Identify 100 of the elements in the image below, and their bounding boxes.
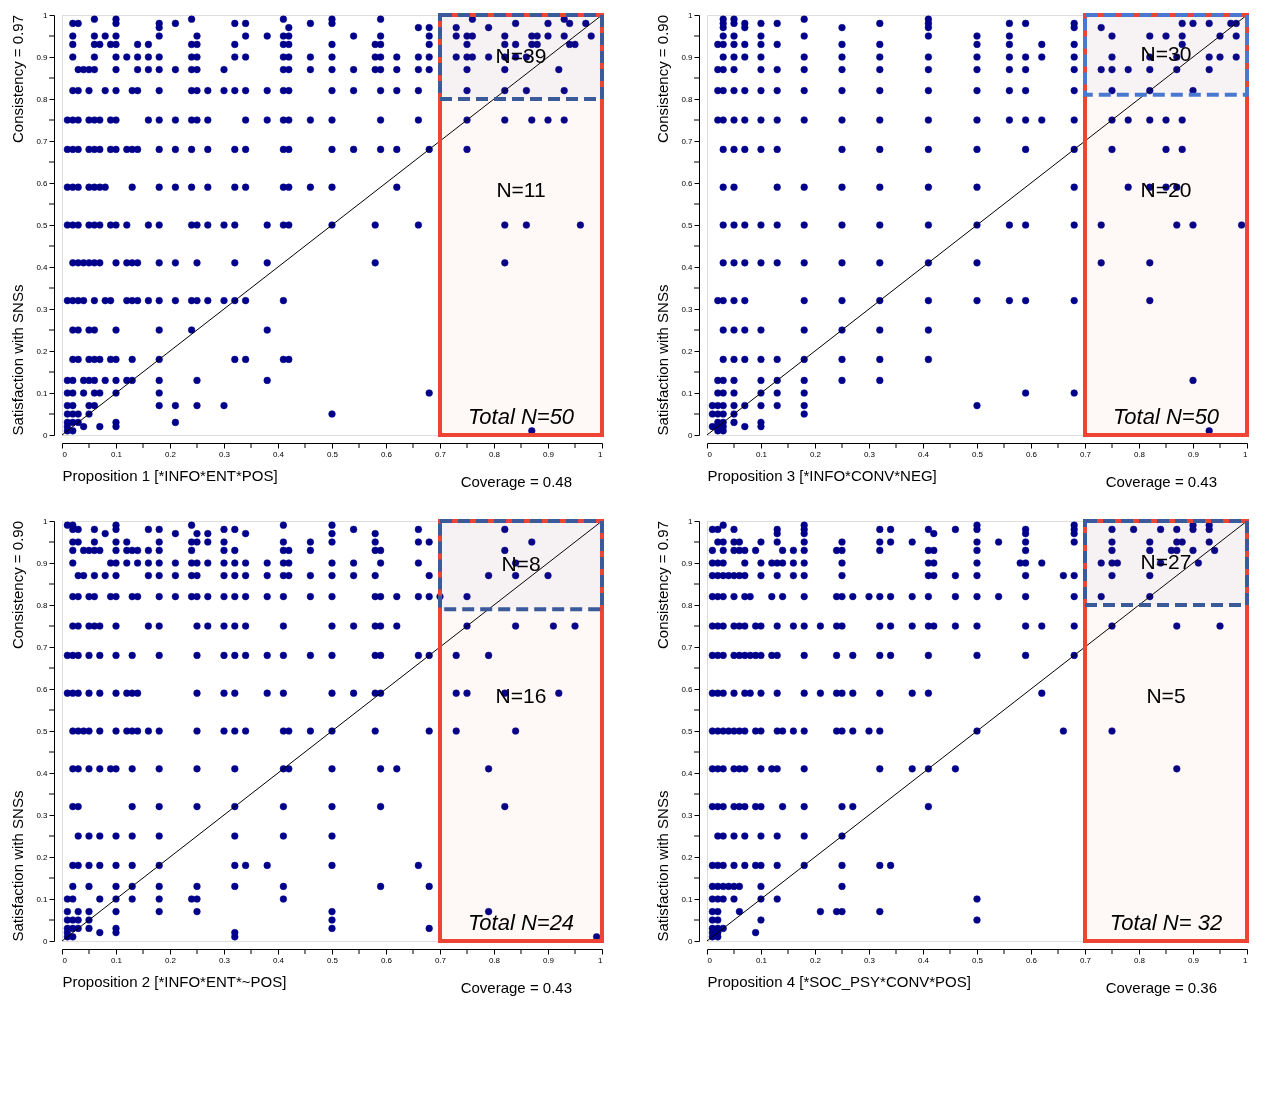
- y-tick-label: 0.2: [36, 852, 49, 862]
- x-tick-label: 0.4: [917, 955, 930, 965]
- y-tick-label: 0: [688, 430, 694, 440]
- x-tick-label: 0.7: [434, 955, 447, 965]
- x-tick-label: 1: [598, 449, 604, 459]
- y-tick-label: 0.6: [36, 684, 49, 694]
- y-tick-label: 0.4: [36, 262, 49, 272]
- x-tick-label: 0.9: [1187, 449, 1200, 459]
- text: Coverage = 0.48: [460, 473, 572, 490]
- band-label: Total N=24: [467, 910, 575, 935]
- y-tick-label: 0.4: [681, 262, 694, 272]
- y-axis-title: Satisfaction with SNSs: [654, 790, 672, 942]
- y-tick-label: 0.5: [36, 726, 49, 736]
- y-tick-label: 0.2: [681, 346, 694, 356]
- x-tick-label: 0.1: [755, 449, 768, 459]
- y-tick-label: 0.3: [36, 810, 49, 820]
- x-tick-label: 0: [707, 955, 713, 965]
- x-tick-label: 0.1: [755, 955, 768, 965]
- x-axis-title: Proposition 2 [*INFO*ENT*~POS]: [62, 972, 287, 990]
- x-tick-label: 0.4: [272, 449, 285, 459]
- x-tick-label: 0.2: [164, 955, 177, 965]
- y-tick-label: 0.9: [681, 558, 694, 568]
- y-axis-title: Satisfaction with SNSs: [9, 790, 27, 942]
- x-tick-label: 0.8: [1133, 955, 1146, 965]
- band-label: Total N= 32: [1109, 910, 1223, 935]
- y-tick-label: 0.2: [36, 346, 49, 356]
- x-tick-label: 0.8: [488, 449, 501, 459]
- y-tick-label: 0.4: [36, 768, 49, 778]
- y-tick-label: 0.7: [36, 136, 49, 146]
- x-tick-label: 0.6: [1025, 955, 1038, 965]
- y-tick-label: 0.3: [681, 810, 694, 820]
- y-tick-label: 1: [43, 10, 49, 20]
- y-axis-title: Satisfaction with SNSs: [9, 284, 27, 436]
- x-tick-label: 0.9: [542, 449, 555, 459]
- x-tick-label: 0.6: [1025, 449, 1038, 459]
- annotation: N=11: [496, 178, 546, 202]
- x-tick-label: 1: [1243, 955, 1249, 965]
- y-axis-title: Satisfaction with SNSs: [654, 284, 672, 436]
- x-tick-label: 0.3: [218, 449, 231, 459]
- annotation: N=16: [495, 684, 547, 708]
- x-axis-title: Proposition 1 [*INFO*ENT*POS]: [62, 466, 278, 484]
- x-tick-label: 1: [1243, 449, 1249, 459]
- y-tick-label: 0.7: [681, 642, 694, 652]
- annotation: N=5: [1146, 684, 1186, 708]
- x-tick-label: 0.5: [326, 955, 339, 965]
- x-tick-label: 0.4: [917, 449, 930, 459]
- text: Consistency = 0.90: [9, 521, 26, 649]
- x-tick-label: 0.3: [863, 955, 876, 965]
- band-label: N=30: [1140, 41, 1192, 65]
- y-tick-label: 0: [688, 936, 694, 946]
- y-tick-label: 0.5: [681, 726, 694, 736]
- band-label: Total N=50: [467, 404, 575, 429]
- x-tick-label: 0.6: [380, 955, 393, 965]
- y-tick-label: 0.3: [36, 304, 49, 314]
- band-label: N=8: [501, 552, 541, 576]
- x-tick-label: 0.3: [863, 449, 876, 459]
- y-tick-label: 0.1: [681, 894, 694, 904]
- y-tick-label: 0.7: [36, 642, 49, 652]
- y-tick-label: 0.1: [36, 894, 49, 904]
- y-tick-label: 1: [688, 516, 694, 526]
- x-tick-label: 0.7: [1079, 449, 1092, 459]
- y-tick-label: 0.1: [681, 388, 694, 398]
- text: Coverage = 0.36: [1105, 979, 1217, 996]
- y-tick-label: 1: [43, 516, 49, 526]
- y-tick-label: 0.2: [681, 852, 694, 862]
- text: Consistency = 0.90: [654, 15, 671, 143]
- x-tick-label: 0.1: [110, 955, 123, 965]
- y-tick-label: 0.6: [36, 178, 49, 188]
- x-tick-label: 1: [598, 955, 604, 965]
- x-tick-label: 0.9: [1187, 955, 1200, 965]
- x-axis-title: Proposition 3 [*INFO*CONV*NEG]: [707, 466, 937, 484]
- text: Coverage = 0.43: [460, 979, 572, 996]
- y-tick-label: 0.4: [681, 768, 694, 778]
- text: Coverage = 0.43: [1105, 473, 1217, 490]
- y-tick-label: 0.3: [681, 304, 694, 314]
- y-tick-label: 0.7: [681, 136, 694, 146]
- band-label: N=27: [1140, 550, 1192, 573]
- x-tick-label: 0.5: [326, 449, 339, 459]
- band-label: Total N=50: [1112, 404, 1220, 429]
- y-tick-label: 0.9: [681, 52, 694, 62]
- x-tick-label: 0.7: [1079, 955, 1092, 965]
- annotation: N=20: [1140, 178, 1192, 202]
- x-tick-label: 0: [62, 955, 68, 965]
- y-tick-label: 1: [688, 10, 694, 20]
- x-tick-label: 0.4: [272, 955, 285, 965]
- x-tick-label: 0.1: [110, 449, 123, 459]
- y-tick-label: 0.8: [36, 94, 49, 104]
- text: Consistency = 0.97: [654, 521, 671, 649]
- y-tick-label: 0.1: [36, 388, 49, 398]
- x-tick-label: 0: [707, 449, 713, 459]
- x-tick-label: 0.9: [542, 955, 555, 965]
- y-tick-label: 0.5: [681, 220, 694, 230]
- x-tick-label: 0: [62, 449, 68, 459]
- x-tick-label: 0.2: [809, 955, 822, 965]
- y-tick-label: 0.9: [36, 558, 49, 568]
- x-tick-label: 0.8: [488, 955, 501, 965]
- x-tick-label: 0.2: [164, 449, 177, 459]
- x-tick-label: 0.7: [434, 449, 447, 459]
- y-tick-label: 0.6: [681, 178, 694, 188]
- y-tick-label: 0.6: [681, 684, 694, 694]
